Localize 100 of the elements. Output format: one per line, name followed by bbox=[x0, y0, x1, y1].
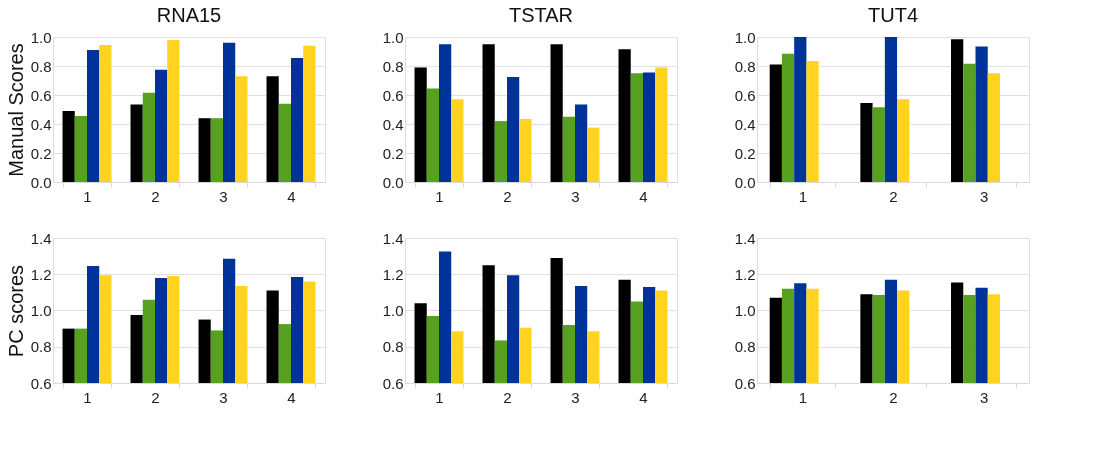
bar bbox=[439, 44, 452, 182]
bar bbox=[963, 63, 976, 182]
y-tick-label: 1.0 bbox=[734, 302, 756, 319]
x-tick-label: 2 bbox=[889, 388, 898, 406]
bar bbox=[155, 69, 168, 182]
x-tick-label: 4 bbox=[287, 388, 296, 406]
y-tick-label: 0.8 bbox=[734, 57, 756, 75]
y-tick-label: 0.2 bbox=[30, 144, 52, 162]
y-tick-label: 0.2 bbox=[382, 144, 404, 162]
bar bbox=[507, 76, 520, 182]
bar bbox=[630, 73, 643, 182]
x-tick-label: 1 bbox=[83, 388, 92, 406]
y-tick-label: 1.4 bbox=[734, 229, 756, 247]
x-tick-label: 2 bbox=[503, 187, 512, 205]
y-tick-label: 0.4 bbox=[734, 115, 756, 133]
bar bbox=[494, 121, 507, 182]
y-tick-label: 0.2 bbox=[734, 144, 756, 162]
x-tick-label: 4 bbox=[639, 187, 648, 205]
y-tick-label: 1.0 bbox=[734, 28, 756, 46]
bar bbox=[266, 76, 279, 182]
bar bbox=[794, 37, 807, 182]
x-tick-label: 3 bbox=[979, 388, 989, 406]
chart-title: RNA15 bbox=[156, 4, 222, 26]
bar bbox=[872, 107, 885, 182]
bar bbox=[550, 44, 563, 182]
bar bbox=[987, 73, 1000, 182]
x-tick-label: 3 bbox=[979, 187, 989, 205]
x-tick-label: 2 bbox=[503, 388, 512, 406]
y-tick-label: 0.8 bbox=[382, 57, 404, 75]
y-tick-label: 0.4 bbox=[382, 115, 404, 133]
y-tick-label: 1.4 bbox=[382, 229, 404, 247]
y-tick-label: 0.6 bbox=[734, 374, 756, 392]
y-axis-title: Manual Scores bbox=[4, 43, 27, 177]
bar bbox=[781, 53, 795, 182]
y-tick-label: 0.6 bbox=[382, 374, 404, 392]
chart-title: TSTAR bbox=[508, 4, 574, 26]
x-tick-label: 3 bbox=[571, 187, 580, 205]
y-tick-label: 0.6 bbox=[30, 374, 52, 392]
y-tick-label: 0.0 bbox=[30, 173, 52, 191]
y-tick-label: 0.6 bbox=[734, 86, 756, 104]
y-tick-label: 0.0 bbox=[382, 173, 404, 191]
bar bbox=[223, 42, 236, 182]
x-tick-label: 3 bbox=[219, 187, 228, 205]
bar bbox=[860, 102, 873, 182]
x-tick-label: 2 bbox=[151, 187, 160, 205]
y-tick-label: 1.2 bbox=[30, 265, 52, 283]
y-tick-label: 0.6 bbox=[30, 86, 52, 104]
x-tick-label: 1 bbox=[798, 388, 808, 406]
bar bbox=[951, 39, 964, 182]
bar bbox=[806, 60, 819, 182]
bar bbox=[897, 99, 910, 182]
y-tick-label: 1.0 bbox=[382, 302, 404, 319]
x-tick-label: 1 bbox=[435, 187, 444, 205]
chart-title: TUT4 bbox=[868, 4, 918, 26]
bar bbox=[62, 110, 75, 182]
bar bbox=[655, 67, 668, 182]
y-tick-label: 0.8 bbox=[734, 338, 756, 356]
y-tick-label: 0.4 bbox=[30, 115, 52, 133]
bar bbox=[975, 46, 988, 182]
bar bbox=[575, 104, 588, 182]
bar bbox=[303, 45, 316, 182]
bar bbox=[278, 103, 291, 182]
y-tick-label: 1.4 bbox=[30, 229, 52, 247]
bar bbox=[426, 88, 439, 182]
x-tick-label: 1 bbox=[83, 187, 92, 205]
bar bbox=[414, 67, 427, 182]
bar bbox=[167, 39, 180, 182]
x-tick-label: 1 bbox=[435, 388, 444, 406]
x-tick-label: 3 bbox=[571, 388, 580, 406]
y-tick-label: 0.8 bbox=[30, 57, 52, 75]
bar bbox=[74, 116, 87, 182]
bar bbox=[562, 116, 575, 182]
bar bbox=[451, 99, 464, 182]
y-tick-label: 0.0 bbox=[734, 173, 756, 191]
bar bbox=[198, 118, 211, 182]
y-tick-label: 1.2 bbox=[734, 265, 756, 283]
bar bbox=[587, 127, 600, 182]
y-tick-label: 0.6 bbox=[382, 86, 404, 104]
bar bbox=[87, 50, 100, 182]
y-tick-label: 1.0 bbox=[30, 28, 52, 46]
bar bbox=[210, 118, 223, 182]
x-tick-label: 3 bbox=[219, 388, 228, 406]
y-tick-label: 0.8 bbox=[382, 338, 404, 356]
bar bbox=[291, 58, 304, 182]
y-tick-label: 0.8 bbox=[30, 338, 52, 356]
bar bbox=[482, 44, 495, 182]
x-tick-label: 4 bbox=[639, 388, 648, 406]
y-tick-label: 1.2 bbox=[382, 265, 404, 283]
bar bbox=[884, 37, 898, 182]
y-tick-label: 1.0 bbox=[382, 28, 404, 46]
y-axis-title: PC scores bbox=[4, 264, 27, 358]
bar bbox=[235, 76, 248, 182]
bar bbox=[142, 92, 155, 182]
x-tick-label: 1 bbox=[798, 187, 808, 205]
y-tick-label: 1.0 bbox=[30, 302, 52, 319]
bar bbox=[618, 49, 631, 182]
x-tick-label: 2 bbox=[889, 187, 898, 205]
x-tick-label: 4 bbox=[287, 187, 296, 205]
x-tick-label: 2 bbox=[151, 388, 160, 406]
bar bbox=[643, 72, 656, 182]
